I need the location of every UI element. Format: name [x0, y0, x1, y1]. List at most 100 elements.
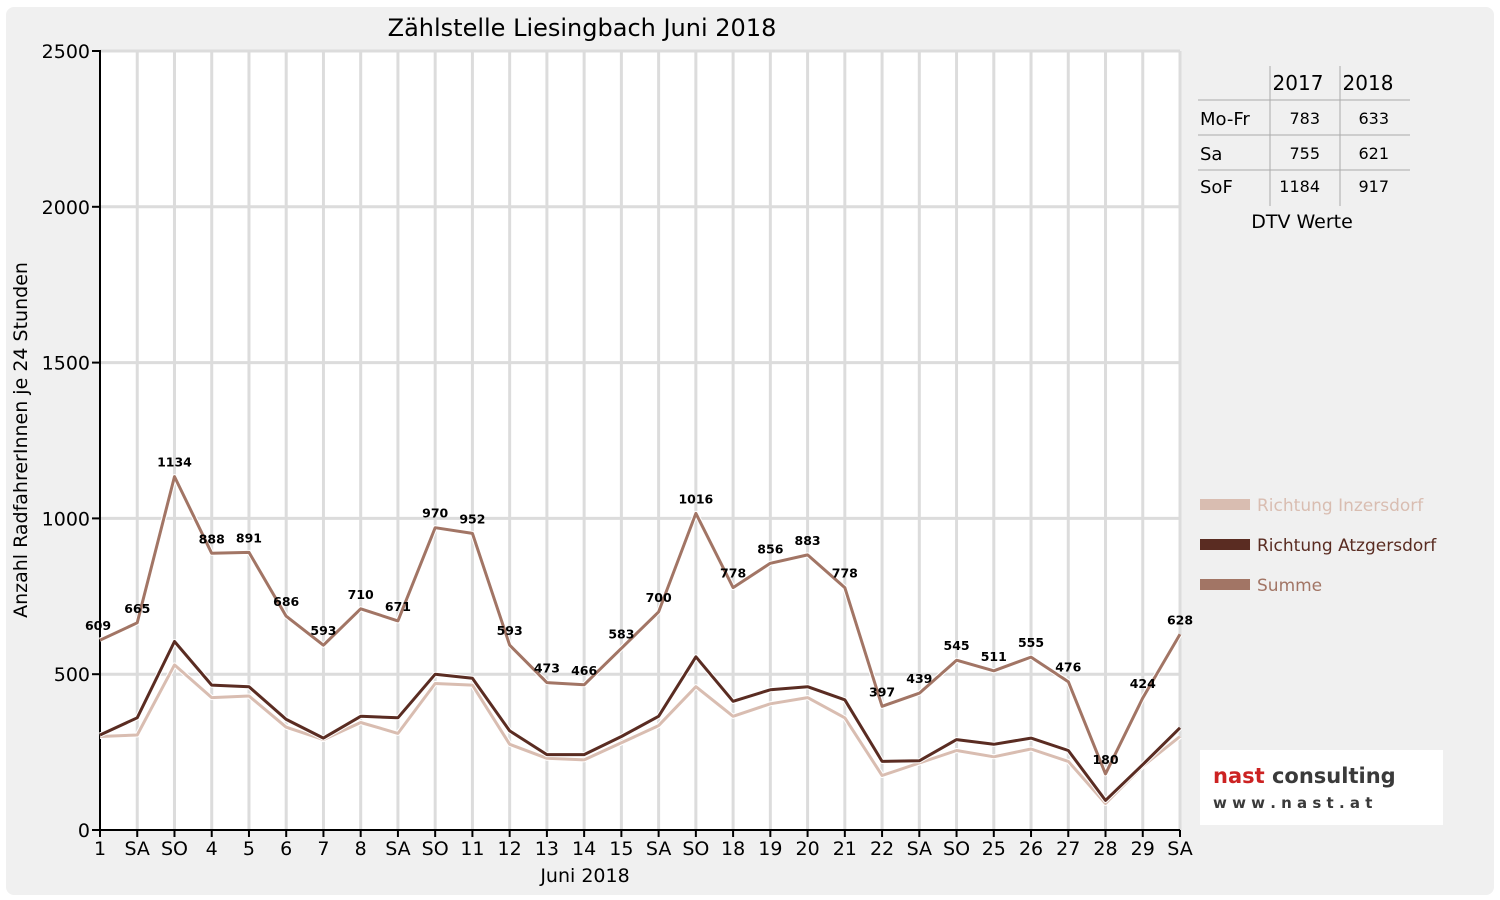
data-label: 888	[199, 531, 225, 546]
series-line-richtung-atzgersdorf	[99, 640, 1182, 802]
x-tick-label: SA	[125, 838, 150, 860]
data-label: 778	[720, 566, 746, 581]
x-tick-label: 7	[317, 838, 329, 860]
y-axis-title: Anzahl RadfahrerInnen je 24 Stunden	[10, 262, 32, 618]
x-tick-label: 21	[833, 838, 857, 860]
dtv-caption: DTV Werte	[1251, 211, 1353, 233]
x-tick-label: 18	[721, 838, 745, 860]
x-tick-label: 6	[280, 838, 292, 860]
dtv-col-2017: 2017	[1273, 71, 1324, 95]
data-label: 473	[534, 661, 560, 676]
x-tick-label: SO	[161, 838, 188, 860]
y-tick-label: 1500	[42, 353, 90, 375]
x-tick-label: 28	[1093, 838, 1117, 860]
x-tick-label: SA	[907, 838, 932, 860]
legend-label: Summe	[1257, 576, 1322, 596]
series-line-richtung-inzersdorf	[99, 663, 1181, 805]
logo-background	[1200, 750, 1443, 825]
x-tick-label: 11	[460, 838, 484, 860]
logo-name: nast consulting	[1213, 764, 1396, 788]
data-label: 891	[236, 530, 262, 545]
data-label: 466	[571, 663, 597, 678]
y-tick-label: 2500	[42, 41, 90, 63]
legend-swatch	[1200, 539, 1250, 550]
legend-label: Richtung Inzersdorf	[1257, 496, 1424, 516]
series-line-summe	[99, 475, 1182, 776]
legend-label: Richtung Atzgersdorf	[1257, 536, 1437, 556]
data-label: 671	[385, 599, 411, 614]
dtv-value: 917	[1358, 177, 1389, 196]
x-tick-label: 14	[572, 838, 596, 860]
data-label: 583	[608, 626, 634, 641]
x-tick-label: 20	[795, 838, 819, 860]
x-tick-label: SO	[422, 838, 449, 860]
dtv-table: 2017 2018 Mo-Fr 783 633 Sa 755 621 SoF 1…	[1198, 66, 1410, 233]
series-lines	[98, 474, 1183, 806]
dtv-value: 1184	[1279, 177, 1320, 196]
data-label: 856	[757, 541, 783, 556]
data-label: 424	[1130, 676, 1156, 691]
x-axis-title: Juni 2018	[539, 865, 629, 887]
data-label: 778	[832, 566, 858, 581]
x-tick-label: 22	[870, 838, 894, 860]
logo-url: w w w . n a s t . a t	[1213, 794, 1372, 812]
data-label: 1134	[157, 455, 192, 470]
data-label: 397	[869, 684, 895, 699]
x-tick-label: 12	[498, 838, 522, 860]
x-tick-label: 19	[758, 838, 782, 860]
x-tick-label: SO	[943, 838, 970, 860]
x-tick-label: 13	[535, 838, 559, 860]
data-label: 555	[1018, 635, 1044, 650]
x-tick-label: 4	[206, 838, 218, 860]
dtv-row-label: SoF	[1200, 177, 1233, 198]
data-label: 628	[1167, 612, 1193, 627]
logo: nast consulting w w w . n a s t . a t	[1200, 750, 1443, 825]
x-tick-label: 8	[355, 838, 367, 860]
data-label: 883	[795, 533, 821, 548]
x-tick-label: SA	[1167, 838, 1192, 860]
x-tick-label: SO	[682, 838, 709, 860]
dtv-value: 755	[1289, 144, 1320, 163]
x-tick-label: 29	[1131, 838, 1155, 860]
data-label: 180	[1092, 752, 1118, 767]
dtv-row-label: Sa	[1200, 144, 1222, 165]
data-label: 1016	[678, 491, 713, 506]
data-label: 593	[310, 623, 336, 638]
legend: Richtung Inzersdorf Richtung Atzgersdorf S…	[1200, 496, 1437, 596]
dtv-value: 633	[1358, 109, 1389, 128]
y-tick-label: 2000	[42, 197, 90, 219]
axes	[99, 50, 1180, 831]
x-tick-label: 27	[1056, 838, 1080, 860]
data-label: 700	[646, 590, 672, 605]
x-tick-label: 26	[1019, 838, 1043, 860]
data-label: 665	[124, 601, 150, 616]
data-label: 710	[348, 587, 374, 602]
data-label: 686	[273, 594, 299, 609]
data-labels: 609 665 1134 888 891 686 593 710 671 970 952 593 473…	[85, 455, 1193, 767]
dtv-row-label: Mo-Fr	[1200, 109, 1250, 130]
data-label: 970	[422, 506, 448, 521]
plot-area	[100, 51, 1180, 830]
data-label: 476	[1055, 660, 1081, 675]
chart-title: Zählstelle Liesingbach Juni 2018	[388, 14, 777, 42]
data-label: 545	[944, 638, 970, 653]
dtv-col-2018: 2018	[1343, 71, 1394, 95]
data-label: 511	[981, 649, 1007, 664]
y-tick-label: 500	[54, 664, 90, 686]
x-tick-label: SA	[385, 838, 410, 860]
data-label: 593	[497, 623, 523, 638]
dtv-value: 783	[1289, 109, 1320, 128]
x-tick-label: 25	[982, 838, 1006, 860]
x-tick-label: 15	[609, 838, 633, 860]
y-ticks: 0 500 1000 1500 2000 2500	[42, 41, 100, 842]
data-label: 609	[85, 618, 111, 633]
dtv-value: 621	[1358, 144, 1389, 163]
x-ticks: 1 SA SO 4 5 6 7 8 SA SO 11 12 13 14 15 SA SO 18 19 20 21 22 SA…	[94, 830, 1193, 860]
y-tick-label: 0	[78, 820, 90, 842]
x-tick-label: 5	[243, 838, 255, 860]
y-tick-label: 1000	[42, 508, 90, 530]
x-tick-label: 1	[94, 838, 106, 860]
legend-swatch	[1200, 579, 1250, 590]
legend-swatch	[1200, 499, 1250, 510]
